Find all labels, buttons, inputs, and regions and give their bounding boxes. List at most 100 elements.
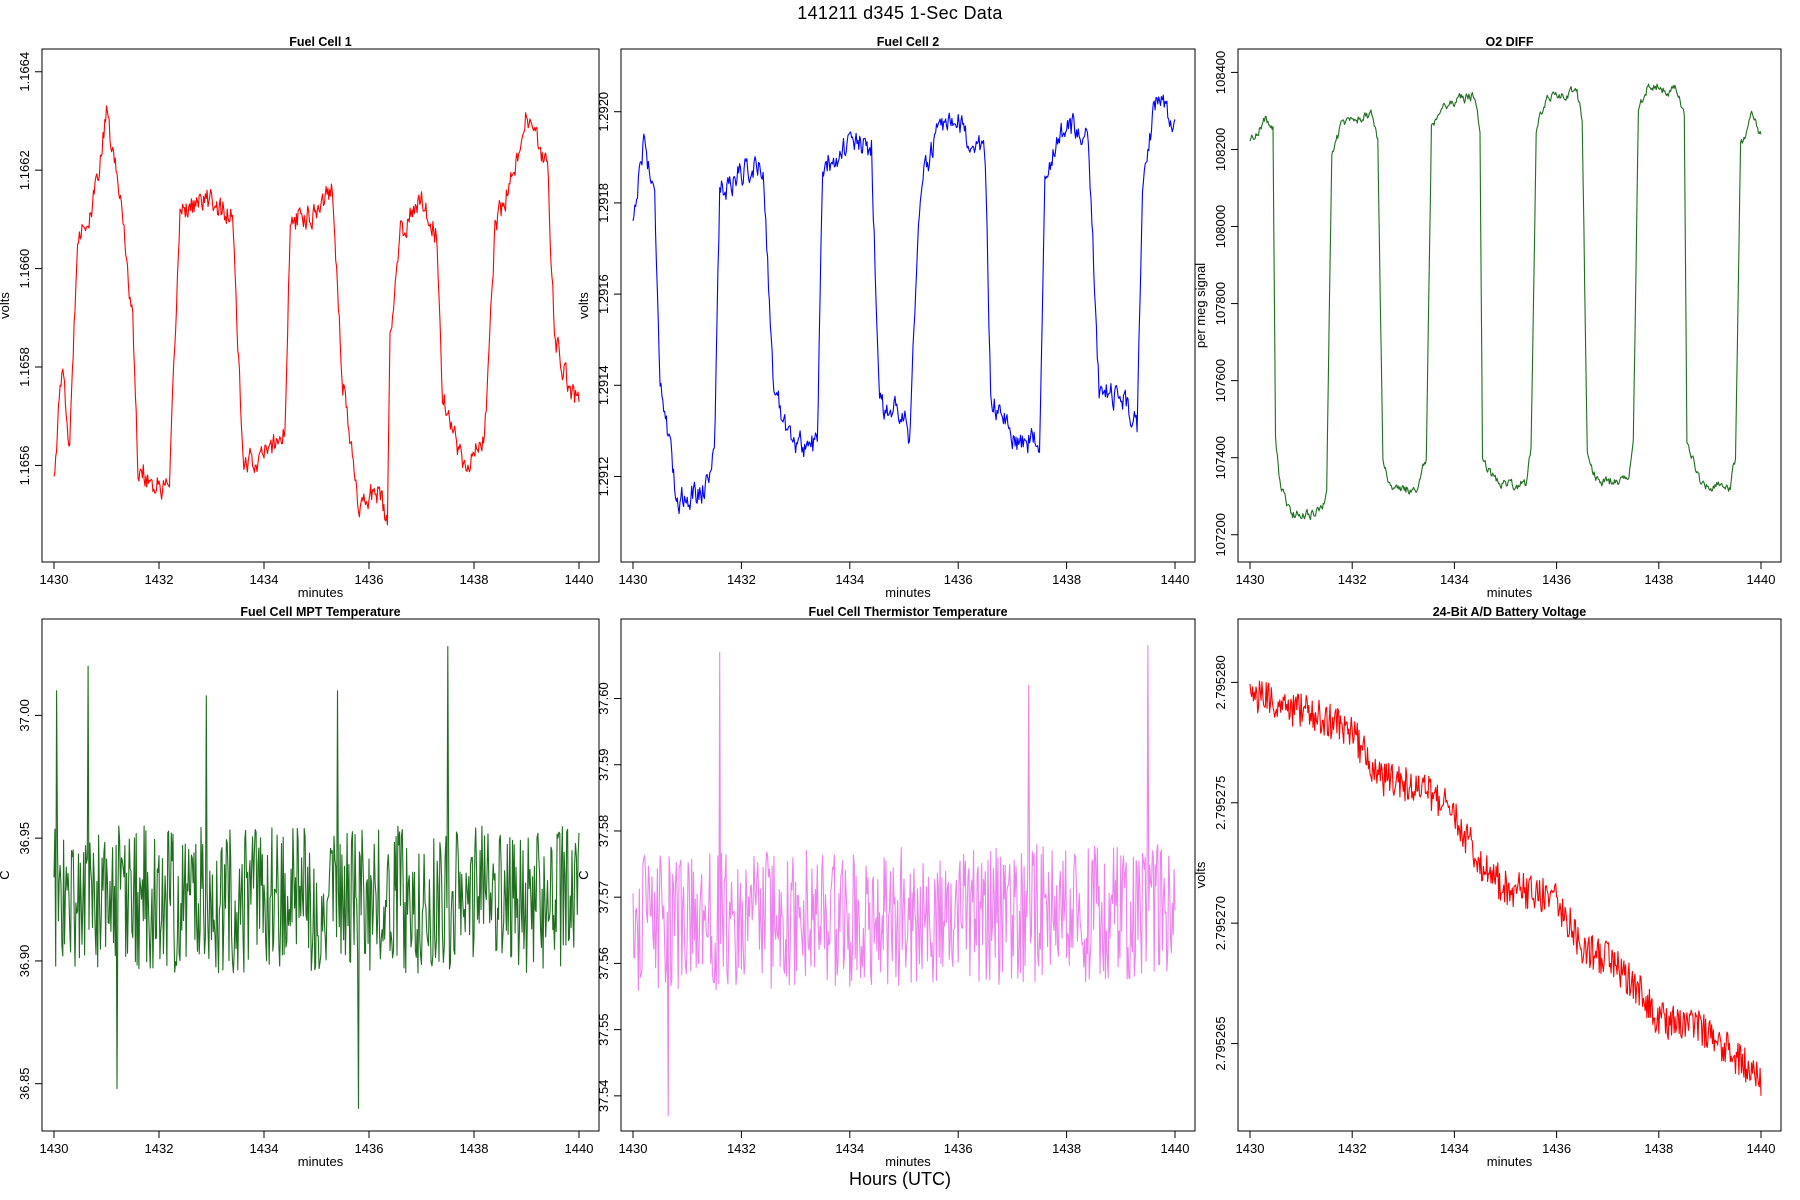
y-tick-label: 37.54 — [596, 1080, 611, 1113]
chart-panel-6: 24-Bit A/D Battery Voltage 1430 1432 1434 14… — [1193, 605, 1782, 1169]
x-axis-label: minutes — [298, 1154, 344, 1169]
x-tick-label: 1436 — [1542, 572, 1571, 587]
y-tick-label: 107200 — [1213, 513, 1228, 556]
x-tick-label: 1430 — [40, 572, 69, 587]
figure-x-caption: Hours (UTC) — [849, 1169, 951, 1189]
y-tick-label: 1.1658 — [17, 347, 32, 387]
figure-title: 141211 d345 1-Sec Data — [797, 3, 1003, 23]
chart-panel-3: O2 DIFF 1430 1432 1434 1436 1438 1440 minutes 10… — [1193, 35, 1782, 600]
x-tick-label: 1430 — [1236, 572, 1265, 587]
y-tick-label: 37.00 — [17, 699, 32, 732]
y-tick-label: 107800 — [1213, 282, 1228, 325]
y-tick-label: 37.60 — [596, 682, 611, 715]
y-axis-label: per meg signal — [1193, 263, 1208, 348]
y-tick-label: 1.1656 — [17, 446, 32, 486]
x-tick-label: 1440 — [1161, 1141, 1190, 1156]
y-tick-label: 107400 — [1213, 436, 1228, 479]
y-tick-label: 1.2920 — [596, 92, 611, 132]
y-axis-label: volts — [1193, 861, 1208, 888]
series-line — [632, 94, 1176, 515]
panel-title: Fuel Cell Thermistor Temperature — [808, 605, 1007, 619]
y-tick-label: 1.1662 — [17, 150, 32, 190]
x-axis-label: minutes — [885, 1154, 931, 1169]
panel-title: Fuel Cell MPT Temperature — [240, 605, 400, 619]
x-tick-label: 1436 — [355, 572, 384, 587]
y-tick-label: 2.795270 — [1213, 896, 1228, 950]
chart-panel-2: Fuel Cell 2 1430 1432 1434 1436 1438 1440 minut… — [576, 35, 1196, 600]
series-line — [53, 646, 580, 1109]
x-tick-label: 1436 — [944, 572, 973, 587]
plot-frame — [620, 48, 1196, 563]
y-tick-label: 1.1664 — [17, 52, 32, 92]
plot-frame — [1237, 48, 1782, 563]
x-axis-label: minutes — [1487, 1154, 1533, 1169]
x-tick-label: 1434 — [835, 1141, 864, 1156]
x-tick-label: 1438 — [1644, 1141, 1673, 1156]
panel-title: Fuel Cell 1 — [289, 35, 352, 49]
x-tick-label: 1440 — [565, 572, 594, 587]
x-tick-label: 1440 — [1747, 572, 1776, 587]
x-tick-label: 1432 — [727, 1141, 756, 1156]
panel-title: Fuel Cell 2 — [877, 35, 940, 49]
x-tick-label: 1434 — [250, 572, 279, 587]
x-tick-label: 1440 — [1161, 572, 1190, 587]
y-tick-label: 37.55 — [596, 1013, 611, 1046]
y-tick-label: 1.1660 — [17, 249, 32, 289]
y-tick-label: 37.59 — [596, 748, 611, 781]
y-tick-label: 108000 — [1213, 205, 1228, 248]
chart-panel-4: Fuel Cell MPT Temperature 1430 1432 1434 143… — [0, 605, 600, 1169]
x-tick-label: 1430 — [1236, 1141, 1265, 1156]
panel-title: O2 DIFF — [1486, 35, 1534, 49]
chart-panel-1: Fuel Cell 1 1430 1432 1434 1436 1438 1440 minut… — [0, 35, 600, 600]
series-line — [632, 644, 1176, 1117]
x-tick-label: 1438 — [460, 1141, 489, 1156]
chart-panel-5: Fuel Cell Thermistor Temperature 1430 1432… — [576, 605, 1196, 1169]
y-tick-label: 36.90 — [17, 945, 32, 978]
y-tick-label: 108200 — [1213, 128, 1228, 171]
x-tick-label: 1432 — [145, 572, 174, 587]
y-tick-label: 107600 — [1213, 359, 1228, 402]
x-axis-label: minutes — [1487, 585, 1533, 600]
x-tick-label: 1440 — [1747, 1141, 1776, 1156]
x-tick-label: 1438 — [1052, 572, 1081, 587]
x-axis-label: minutes — [298, 585, 344, 600]
x-tick-label: 1432 — [1338, 1141, 1367, 1156]
y-tick-label: 37.56 — [596, 947, 611, 980]
x-tick-label: 1438 — [460, 572, 489, 587]
y-axis-label: C — [0, 870, 12, 879]
x-tick-label: 1440 — [565, 1141, 594, 1156]
plot-frame — [41, 618, 600, 1132]
series-line — [53, 105, 580, 526]
y-axis-label: volts — [0, 292, 12, 319]
x-tick-label: 1434 — [835, 572, 864, 587]
plot-frame — [620, 618, 1196, 1132]
y-tick-label: 1.2918 — [596, 183, 611, 223]
x-tick-label: 1432 — [727, 572, 756, 587]
x-tick-label: 1432 — [1338, 572, 1367, 587]
x-tick-label: 1430 — [619, 1141, 648, 1156]
y-tick-label: 1.2914 — [596, 365, 611, 405]
y-tick-label: 2.795275 — [1213, 776, 1228, 830]
y-tick-label: 36.95 — [17, 822, 32, 855]
series-line — [1249, 680, 1762, 1096]
x-tick-label: 1434 — [250, 1141, 279, 1156]
y-axis-label: volts — [576, 292, 591, 319]
y-tick-label: 108400 — [1213, 51, 1228, 94]
x-tick-label: 1436 — [1542, 1141, 1571, 1156]
panel-title: 24-Bit A/D Battery Voltage — [1433, 605, 1587, 619]
x-tick-label: 1438 — [1644, 572, 1673, 587]
y-tick-label: 1.2916 — [596, 274, 611, 314]
x-tick-label: 1438 — [1052, 1141, 1081, 1156]
x-tick-label: 1430 — [40, 1141, 69, 1156]
y-axis-label: C — [576, 870, 591, 879]
x-tick-label: 1436 — [944, 1141, 973, 1156]
plot-frame — [1237, 618, 1782, 1132]
x-tick-label: 1430 — [619, 572, 648, 587]
plot-frame — [41, 48, 600, 563]
y-tick-label: 1.2912 — [596, 457, 611, 497]
x-tick-label: 1434 — [1440, 1141, 1469, 1156]
y-tick-label: 37.57 — [596, 881, 611, 914]
x-tick-label: 1432 — [145, 1141, 174, 1156]
y-tick-label: 2.795280 — [1213, 655, 1228, 709]
